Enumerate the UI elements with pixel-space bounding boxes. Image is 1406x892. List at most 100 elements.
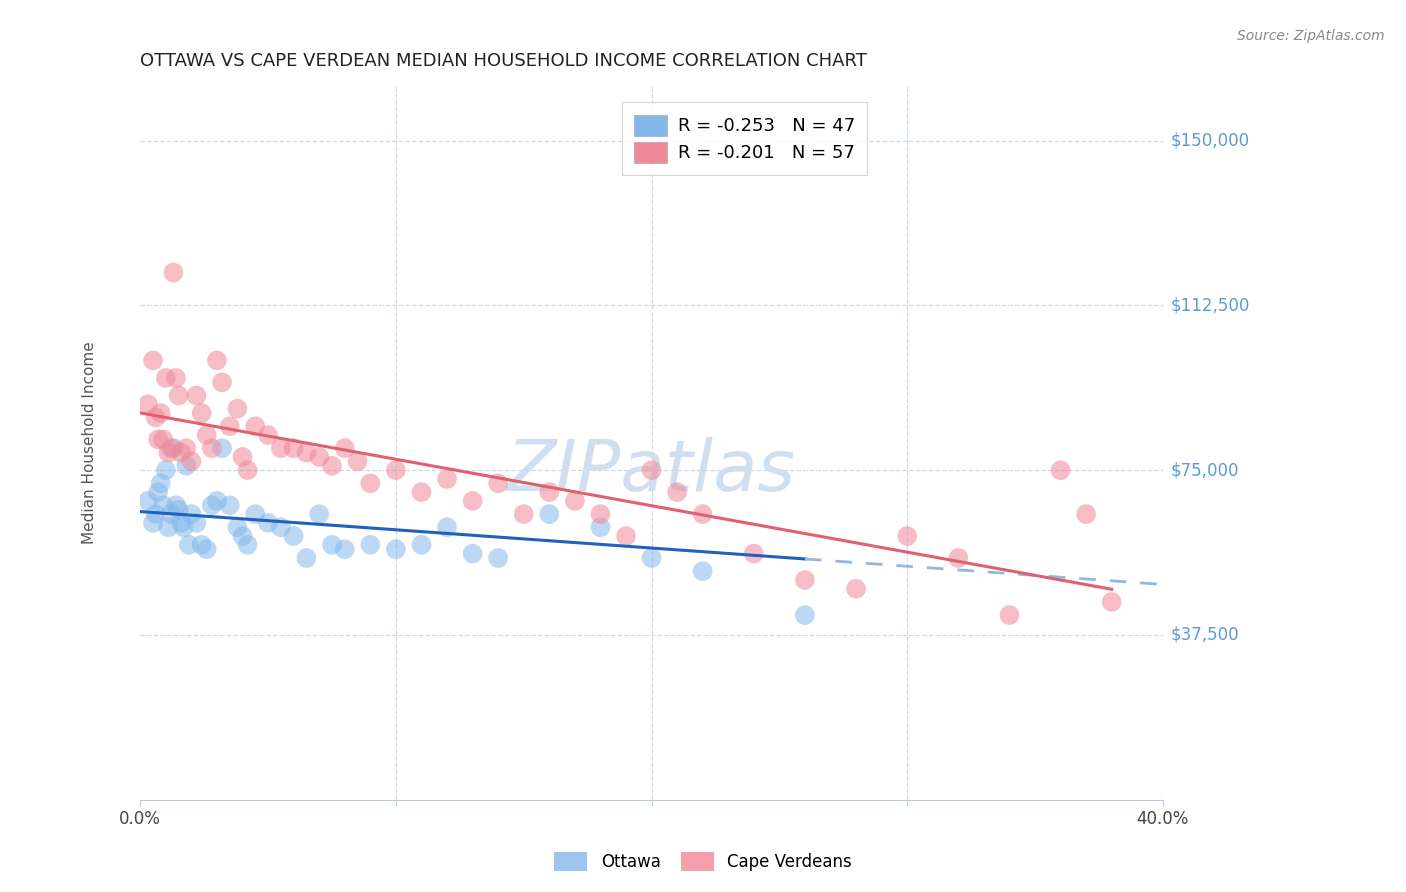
Text: Median Household Income: Median Household Income: [82, 342, 97, 544]
Point: [155, 371, 177, 385]
Point: [205, 494, 228, 508]
Point: [308, 450, 330, 464]
Point: [998, 608, 1021, 623]
Point: [186, 388, 208, 402]
Point: [896, 529, 918, 543]
Point: [538, 485, 561, 500]
Point: [486, 551, 509, 566]
Point: [948, 551, 970, 566]
Point: [162, 441, 184, 455]
Point: [1076, 507, 1098, 521]
Point: [411, 538, 433, 552]
Point: [245, 419, 267, 434]
Point: [190, 406, 212, 420]
Point: [1101, 595, 1123, 609]
Point: [152, 433, 174, 447]
Point: [321, 458, 343, 473]
Point: [190, 538, 212, 552]
Text: Source: ZipAtlas.com: Source: ZipAtlas.com: [1237, 29, 1385, 43]
Point: [226, 401, 249, 416]
Point: [283, 529, 305, 543]
Point: [257, 516, 280, 530]
Point: [692, 507, 714, 521]
Point: [211, 376, 233, 390]
Point: [321, 538, 343, 552]
Point: [614, 529, 637, 543]
Legend: Ottawa, Cape Verdeans: Ottawa, Cape Verdeans: [546, 843, 860, 880]
Point: [385, 542, 408, 557]
Point: [174, 458, 197, 473]
Point: [145, 507, 167, 521]
Point: [205, 353, 228, 368]
Point: [845, 582, 868, 596]
Point: [201, 498, 224, 512]
Text: $37,500: $37,500: [1171, 626, 1239, 644]
Point: [218, 419, 240, 434]
Point: [211, 441, 233, 455]
Point: [794, 573, 817, 587]
Point: [1049, 463, 1071, 477]
Point: [295, 551, 318, 566]
Point: [174, 441, 197, 455]
Point: [692, 564, 714, 578]
Point: [170, 445, 193, 459]
Point: [436, 472, 458, 486]
Point: [160, 507, 183, 521]
Point: [236, 463, 259, 477]
Point: [794, 608, 817, 623]
Point: [236, 538, 259, 552]
Point: [333, 441, 356, 455]
Point: [640, 551, 662, 566]
Point: [486, 476, 509, 491]
Point: [245, 507, 267, 521]
Point: [180, 507, 202, 521]
Point: [167, 502, 190, 516]
Point: [177, 538, 200, 552]
Text: $75,000: $75,000: [1171, 461, 1239, 479]
Point: [157, 520, 180, 534]
Point: [411, 485, 433, 500]
Point: [461, 494, 484, 508]
Point: [385, 463, 408, 477]
Point: [186, 516, 208, 530]
Point: [308, 507, 330, 521]
Point: [346, 454, 368, 468]
Point: [270, 441, 292, 455]
Point: [640, 463, 662, 477]
Point: [257, 428, 280, 442]
Point: [149, 476, 172, 491]
Point: [538, 507, 561, 521]
Point: [136, 397, 159, 411]
Point: [512, 507, 534, 521]
Point: [359, 476, 381, 491]
Point: [165, 371, 187, 385]
Point: [142, 516, 165, 530]
Point: [195, 542, 218, 557]
Point: [180, 454, 202, 468]
Point: [142, 353, 165, 368]
Point: [589, 520, 612, 534]
Point: [742, 547, 765, 561]
Point: [333, 542, 356, 557]
Point: [155, 463, 177, 477]
Point: [231, 529, 253, 543]
Point: [160, 441, 183, 455]
Point: [461, 547, 484, 561]
Point: [201, 441, 224, 455]
Point: [666, 485, 689, 500]
Text: $150,000: $150,000: [1171, 132, 1250, 150]
Point: [270, 520, 292, 534]
Point: [283, 441, 305, 455]
Point: [146, 485, 169, 500]
Point: [167, 388, 190, 402]
Point: [157, 445, 180, 459]
Point: [589, 507, 612, 521]
Point: [295, 445, 318, 459]
Point: [162, 266, 184, 280]
Text: ZIPatlas: ZIPatlas: [508, 437, 796, 506]
Point: [136, 494, 159, 508]
Point: [436, 520, 458, 534]
Point: [226, 520, 249, 534]
Point: [195, 428, 218, 442]
Point: [359, 538, 381, 552]
